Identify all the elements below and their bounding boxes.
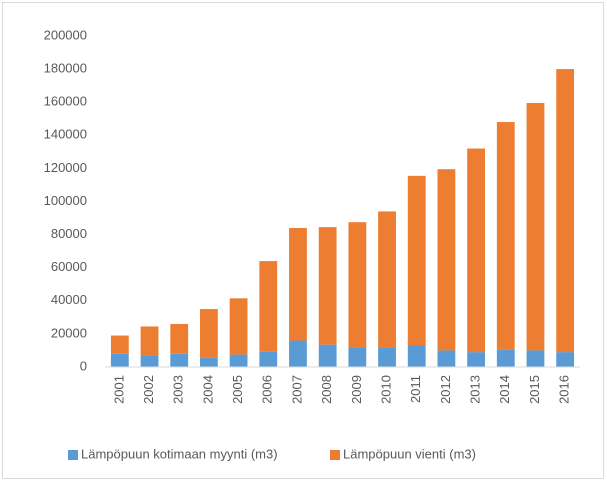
x-tick-label: 2004 (200, 375, 215, 404)
x-tick-label: 2007 (289, 375, 304, 404)
x-tick-label: 2013 (468, 375, 483, 404)
bar-segment (348, 222, 367, 348)
bar-segment (437, 350, 456, 367)
bar-segment (229, 354, 248, 367)
bar-segment (170, 323, 189, 354)
y-tick-label: 80000 (51, 226, 87, 241)
x-tick-label: 2016 (557, 375, 572, 404)
x-tick-label: 2011 (408, 375, 423, 403)
bar-segment (200, 357, 218, 367)
y-tick-label: 0 (80, 358, 87, 373)
y-tick-label: 100000 (44, 193, 87, 208)
x-tick-label: 2008 (319, 375, 334, 404)
y-tick-label: 200000 (44, 27, 87, 42)
x-tick-label: 2012 (438, 375, 453, 404)
bar-segment (556, 352, 575, 367)
y-tick-label: 180000 (44, 61, 87, 76)
x-tick-label: 2001 (111, 375, 126, 404)
y-tick-label: 60000 (51, 259, 87, 274)
bar-segment (229, 298, 248, 355)
x-tick-label: 2002 (141, 375, 156, 404)
bar-segment (378, 211, 396, 348)
bar-segment (348, 347, 367, 367)
bar-segment (437, 169, 456, 351)
bar-segment (496, 349, 515, 367)
legend-swatch (68, 450, 78, 460)
bar-segment (467, 148, 485, 353)
bar-segment (110, 335, 129, 354)
bar-segment (318, 227, 337, 345)
bar-segment (526, 350, 545, 367)
legend-label: Lämpöpuun vienti (m3) (343, 446, 476, 461)
bar-segment (259, 351, 278, 367)
bar-segment (110, 353, 129, 367)
bar-segment (259, 261, 278, 352)
bar-segment (556, 69, 575, 353)
y-tick-label: 20000 (51, 325, 87, 340)
bar-segment (378, 347, 396, 367)
bar-segment (496, 122, 515, 350)
y-tick-label: 140000 (44, 127, 87, 142)
y-tick-label: 160000 (44, 94, 87, 109)
x-tick-label: 2006 (260, 375, 275, 404)
bar-segment (318, 344, 337, 367)
bar-segment (467, 352, 485, 367)
y-tick-label: 40000 (51, 292, 87, 307)
x-tick-label: 2003 (171, 375, 186, 404)
legend-swatch (330, 450, 340, 460)
x-tick-label: 2009 (349, 375, 364, 404)
bar-segment (289, 227, 307, 341)
x-tick-label: 2005 (230, 375, 245, 404)
bar-segment (289, 340, 307, 367)
bar-segment (407, 345, 426, 367)
bar-segment (407, 175, 426, 346)
x-tick-label: 2014 (497, 375, 512, 404)
bar-segment (526, 103, 545, 351)
y-tick-label: 120000 (44, 160, 87, 175)
bar-segment (140, 326, 159, 356)
x-tick-label: 2010 (378, 375, 393, 404)
x-tick-label: 2015 (527, 375, 542, 404)
bar-segment (200, 309, 218, 358)
legend-label: Lämpöpuun kotimaan myynti (m3) (81, 446, 278, 461)
bar-segment (170, 353, 189, 367)
bar-segment (140, 355, 159, 367)
